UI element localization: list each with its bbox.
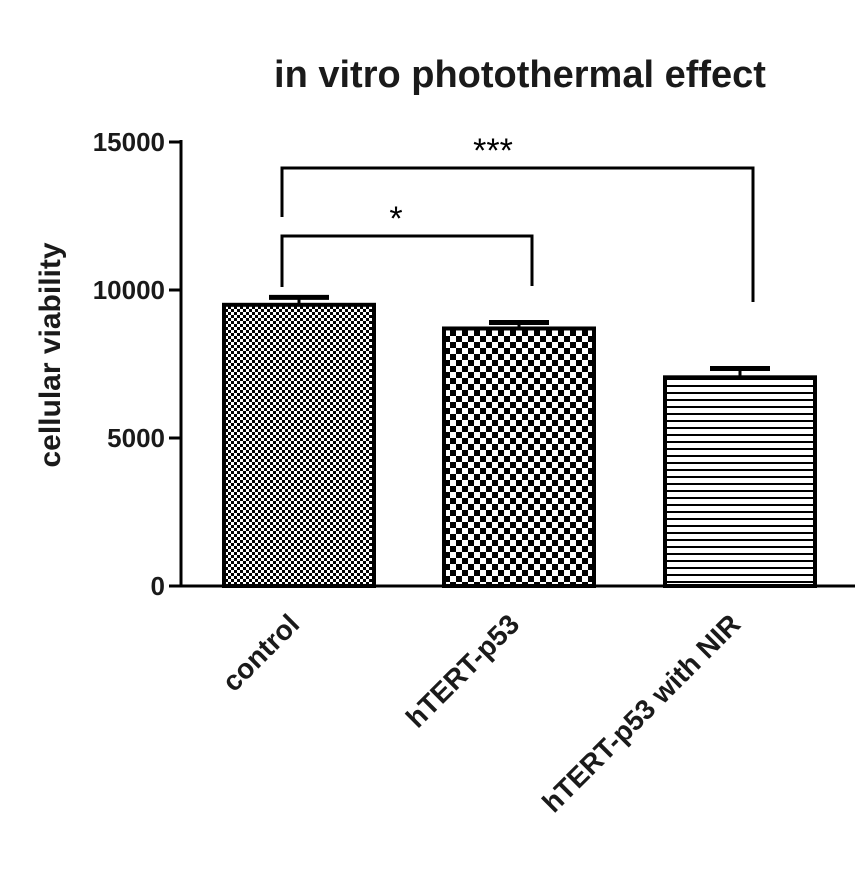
significance-label: *** <box>473 132 513 170</box>
y-tick-label: 5000 <box>107 423 165 453</box>
chart-title: in vitro photothermal effect <box>274 54 766 96</box>
significance-label: * <box>389 200 402 238</box>
significance-brackets: **** <box>282 132 753 302</box>
bars-group: control hTERT-p53 hTERT-p53 with NIR <box>216 297 815 818</box>
x-tick-label: hTERT-p53 with NIR <box>536 608 746 818</box>
x-tick-label: control <box>216 608 305 697</box>
y-axis-label: cellular viability <box>34 242 67 467</box>
bar-htert-p53 <box>444 328 594 586</box>
y-tick-label: 0 <box>151 571 165 601</box>
y-tick-label: 10000 <box>93 275 165 305</box>
y-tick-label: 15000 <box>93 127 165 157</box>
bar-control <box>224 305 374 586</box>
significance-bracket <box>282 236 532 287</box>
x-tick-label: hTERT-p53 <box>400 608 525 733</box>
bar-htert-p53-with-nir <box>665 377 815 586</box>
